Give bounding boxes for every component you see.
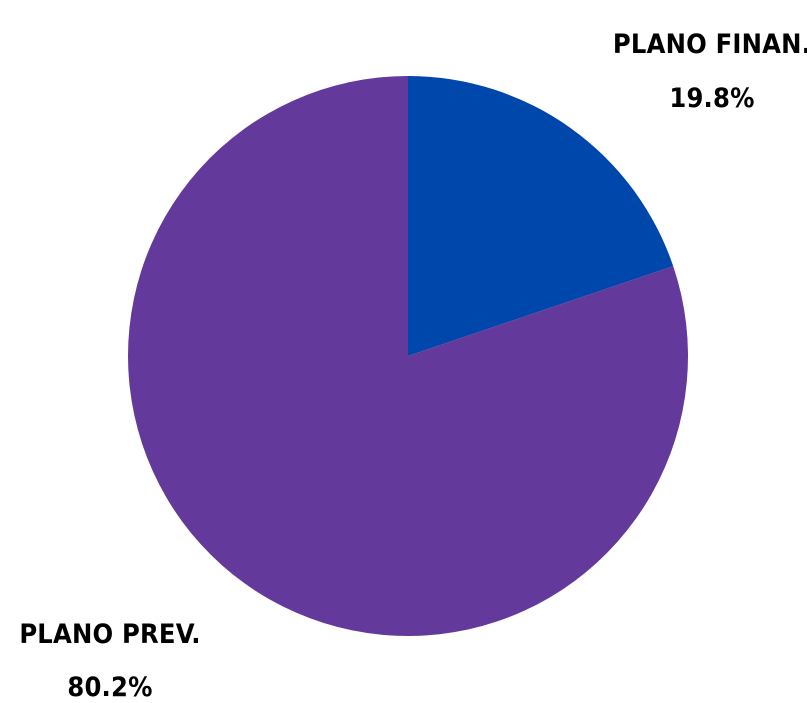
pie-slice-plano-prev <box>127 76 688 636</box>
slice-value-label-plano-prev: 80.2% <box>67 672 152 699</box>
slice-label-plano-prev: PLANO PREV. <box>19 619 200 650</box>
slice-label-group-plano-prev: PLANO PREV. 80.2% <box>19 619 200 703</box>
slice-value-label-plano-finan: 19.8% <box>669 83 754 114</box>
pie-slice-plano-finan <box>408 76 674 356</box>
slice-label-plano-finan: PLANO FINAN. <box>613 29 807 60</box>
slice-label-group-plano-finan: PLANO FINAN. 19.8% <box>613 29 807 114</box>
pie-slices <box>127 76 688 636</box>
